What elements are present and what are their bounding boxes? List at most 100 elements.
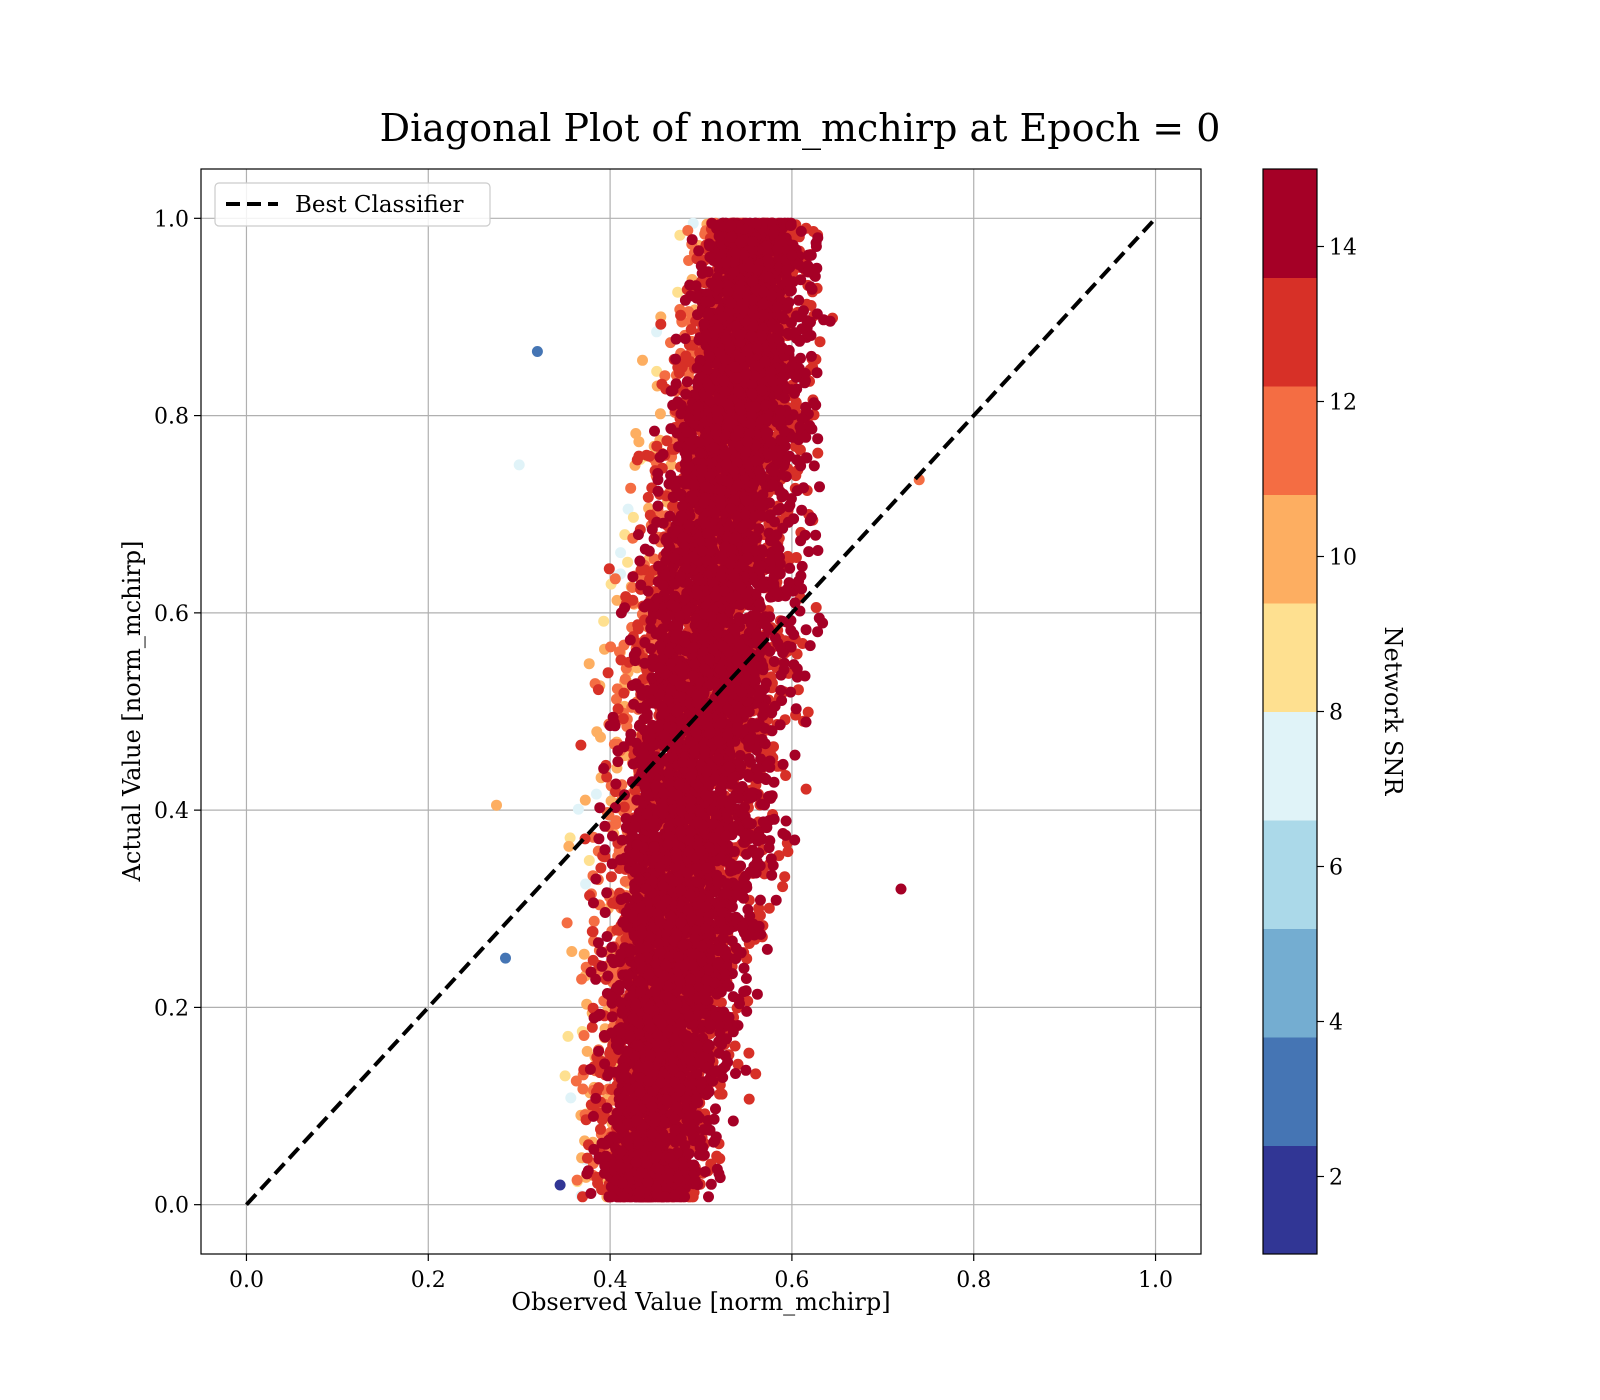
scatter-point: [619, 875, 631, 887]
scatter-point: [810, 529, 822, 541]
scatter-point: [627, 511, 639, 523]
scatter-point: [601, 771, 613, 783]
scatter-points: [491, 217, 925, 1203]
scatter-point: [632, 623, 644, 635]
scatter-point: [617, 713, 629, 725]
scatter-point: [622, 556, 634, 568]
scatter-point: [780, 770, 792, 781]
scatter-point: [644, 509, 656, 521]
scatter-point: [711, 1151, 723, 1163]
scatter-point: [757, 710, 769, 721]
scatter-point: [775, 684, 787, 696]
scatter-point: [601, 1102, 613, 1114]
scatter-point: [590, 788, 602, 800]
scatter-point: [626, 582, 638, 593]
scatter-point: [810, 399, 822, 411]
scatter-point: [782, 846, 794, 858]
scatter-point: [604, 1048, 616, 1059]
scatter-point: [611, 693, 622, 705]
scatter-point: [581, 1152, 593, 1164]
scatter-point: [661, 435, 673, 447]
scatter-point: [588, 915, 600, 927]
scatter-point: [743, 771, 755, 783]
scatter-point: [583, 855, 595, 866]
scatter-point: [804, 640, 816, 652]
scatter-point: [682, 225, 694, 236]
scatter-point: [685, 324, 697, 335]
scatter-point: [802, 706, 814, 718]
scatter-point: [610, 815, 622, 827]
scatter-point: [754, 894, 766, 906]
scatter-point: [651, 440, 663, 452]
scatter-point: [750, 1068, 762, 1080]
scatter-point: [619, 602, 631, 614]
scatter-point: [565, 1092, 577, 1104]
scatter-point: [587, 954, 599, 966]
scatter-point: [598, 615, 610, 627]
scatter-point: [576, 973, 588, 985]
scatter-point: [618, 801, 630, 813]
scatter-point: [599, 820, 611, 832]
scatter-point: [683, 255, 695, 266]
scatter-point: [718, 932, 730, 944]
scatter-point: [672, 286, 684, 298]
scatter-point: [609, 573, 621, 585]
scatter-point: [777, 881, 789, 893]
scatter-point: [562, 1030, 574, 1042]
scatter-point: [593, 1082, 605, 1094]
scatter-point: [743, 1047, 755, 1059]
scatter-point: [633, 450, 645, 462]
scatter-point: [612, 745, 624, 757]
scatter-point: [732, 1058, 744, 1070]
scatter-point: [790, 552, 802, 563]
scatter-point: [743, 1093, 755, 1105]
scatter-point: [591, 726, 603, 738]
scatter-point: [615, 654, 627, 666]
scatter-point: [656, 378, 668, 390]
scatter-point: [627, 594, 639, 606]
scatter-point: [644, 450, 655, 462]
scatter-point: [566, 946, 578, 957]
scatter-point: [618, 687, 630, 699]
scatter-point: [603, 563, 615, 575]
scatter-point: [680, 350, 692, 362]
scatter-point: [655, 318, 667, 330]
scatter-point: [586, 1021, 598, 1033]
scatter-point: [665, 459, 677, 471]
scatter-point: [674, 229, 686, 241]
scatter-point: [559, 1070, 571, 1082]
scatter-point: [637, 354, 648, 366]
scatter-point: [793, 294, 805, 306]
scatter-point: [578, 1030, 590, 1041]
scatter-point: [635, 564, 647, 576]
scatter-point: [592, 684, 604, 696]
scatter-point: [564, 832, 576, 844]
scatter-point: [651, 365, 663, 377]
scatter-point: [612, 703, 624, 715]
scatter-point: [754, 909, 766, 921]
scatter-point: [738, 962, 750, 974]
scatter-point: [690, 280, 702, 292]
scatter-point: [602, 667, 614, 679]
scatter-point: [577, 1083, 589, 1095]
scatter-point: [648, 533, 660, 545]
scatter-point: [800, 783, 812, 795]
scatter-point: [571, 1174, 583, 1186]
scatter-point: [808, 460, 820, 472]
scatter-point: [575, 739, 587, 751]
scatter-point: [665, 423, 677, 435]
scatter-point: [814, 336, 826, 348]
scatter-point: [780, 815, 792, 827]
scatter-point: [615, 547, 627, 559]
scatter-point: [595, 1123, 606, 1135]
scatter-point: [782, 550, 794, 562]
scatter-point: [763, 902, 775, 914]
scatter-point: [622, 503, 634, 515]
scatter-point: [716, 1088, 728, 1100]
scatter-point: [729, 1040, 741, 1052]
scatter-point: [579, 794, 591, 806]
scatter-point: [790, 371, 802, 383]
scatter-point: [625, 482, 637, 494]
scatter-point: [659, 370, 671, 382]
scatter-point: [595, 862, 607, 874]
